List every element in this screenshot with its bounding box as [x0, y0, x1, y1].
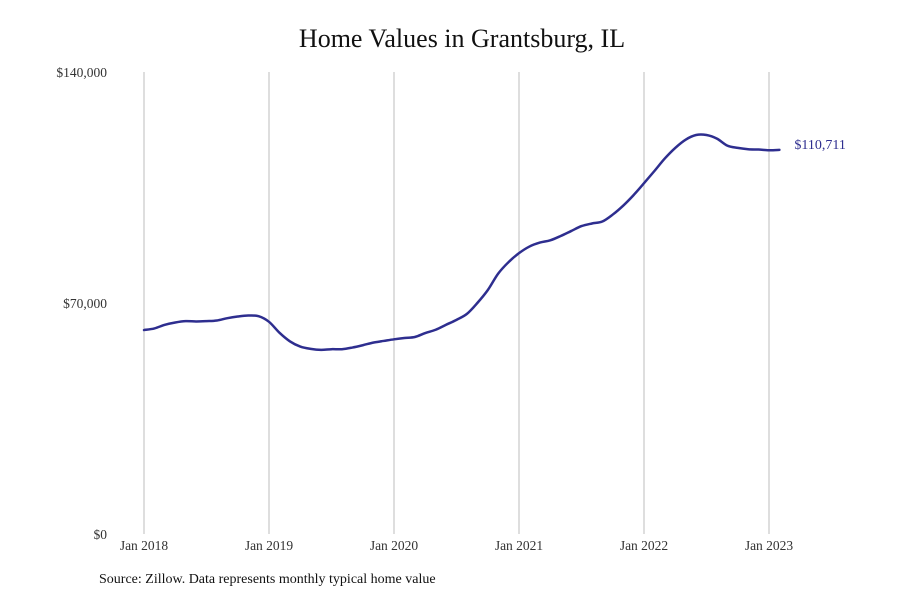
y-tick-label: $70,000	[63, 296, 107, 311]
x-tick-label: Jan 2019	[245, 538, 294, 553]
x-axis-ticks: Jan 2018 Jan 2019 Jan 2020 Jan 2021 Jan 2022…	[120, 538, 794, 553]
x-tick-label: Jan 2020	[370, 538, 419, 553]
chart-title: Home Values in Grantsburg, IL	[298, 24, 626, 53]
y-axis-ticks: $0 $70,000 $140,000	[56, 65, 107, 542]
x-tick-label: Jan 2022	[620, 538, 668, 553]
y-tick-label: $0	[94, 527, 108, 542]
x-tick-label: Jan 2023	[745, 538, 794, 553]
latest-value-label: $110,711	[794, 138, 845, 153]
gridlines	[143, 72, 770, 534]
home-value-line	[142, 133, 781, 352]
source-note: Source: Zillow. Data represents monthly …	[99, 572, 436, 587]
x-tick-label: Jan 2018	[120, 538, 169, 553]
y-tick-label: $140,000	[56, 65, 107, 80]
x-tick-label: Jan 2021	[495, 538, 543, 553]
